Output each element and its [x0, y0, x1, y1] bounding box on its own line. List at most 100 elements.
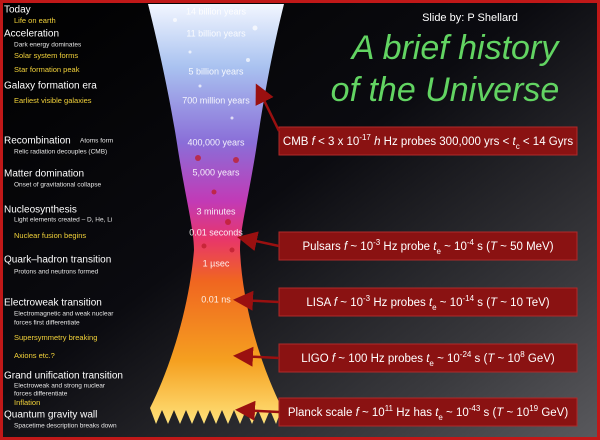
text-run: Hz probes 300,000 yrs < — [380, 136, 512, 148]
text-run: 8 — [520, 350, 525, 359]
text-run: f — [344, 241, 349, 253]
text-run: c — [516, 142, 520, 151]
text-run: -14 — [463, 294, 475, 303]
text-run: GeV) — [525, 353, 555, 365]
epoch-label: forces first differentiate — [14, 320, 80, 327]
text-run: -3 — [373, 238, 381, 247]
text-run: s ( — [480, 407, 496, 419]
text-run: t — [429, 297, 433, 309]
title-line: A brief history — [350, 29, 561, 67]
text-run: T — [496, 407, 504, 419]
text-run: h — [374, 136, 380, 148]
text-run: -17 — [359, 133, 371, 142]
epoch-label: Protons and neutrons formed — [14, 269, 99, 276]
text-run: LISA — [306, 297, 334, 309]
text-run: s ( — [474, 297, 490, 309]
text-run: t — [513, 136, 517, 148]
epoch-label: Inflation — [14, 398, 40, 407]
epoch-label: Spacetime description breaks down — [14, 423, 117, 430]
epoch-label: Life on earth — [14, 16, 56, 25]
galaxy-dots — [173, 18, 258, 120]
text-run: s ( — [474, 241, 490, 253]
title-line: of the Universe — [331, 71, 560, 109]
epoch-label: Atoms form — [80, 138, 113, 145]
text-run: t — [426, 353, 430, 365]
probe-box — [278, 397, 578, 427]
text-run: ~ 10 — [347, 241, 373, 253]
text-run: s ( — [471, 353, 487, 365]
text-run: Hz probe — [380, 241, 433, 253]
text-run: -3 — [363, 294, 371, 303]
text-run: Hz probes — [370, 297, 429, 309]
text-run: T — [490, 241, 498, 253]
text-run: GeV) — [538, 407, 568, 419]
text-run: -24 — [460, 350, 472, 359]
text-run: 19 — [529, 404, 538, 413]
epoch-label: Earliest visible galaxies — [14, 96, 92, 105]
probe-arrow — [237, 231, 280, 251]
text-run: ~ 10 TeV) — [497, 297, 550, 309]
text-run: e — [429, 359, 434, 368]
time-label: 5,000 years — [192, 167, 240, 177]
text-run: -4 — [467, 238, 475, 247]
epoch-label: Galaxy formation era — [4, 81, 97, 92]
text-run: f — [312, 136, 317, 148]
text-run: Pulsars — [302, 241, 344, 253]
universe-funnel — [148, 4, 284, 424]
text-run: T — [490, 297, 498, 309]
time-label: 11 billion years — [186, 28, 246, 38]
probe-box — [278, 126, 578, 156]
epoch-label: Supersymmetry breaking — [14, 333, 97, 342]
probe-text: Pulsars f ~ 10-3 Hz probe te ~ 10-4 s (T… — [302, 238, 553, 256]
credit: Slide by: P Shellard — [422, 12, 518, 24]
text-run: ~ 10 — [494, 353, 520, 365]
epoch-label: Acceleration — [4, 29, 59, 40]
epoch-label: Today — [4, 5, 31, 16]
epoch-label: Quantum gravity wall — [4, 410, 97, 421]
time-label: 0.01 seconds — [189, 227, 243, 237]
probe-text: CMB f < 3 x 10-17 h Hz probes 300,000 yr… — [283, 133, 573, 151]
text-run: f — [334, 297, 339, 309]
epoch-label: Light elements created – D, He, Li — [14, 217, 112, 224]
probe-box — [278, 287, 578, 317]
epoch-label: Solar system forms — [14, 51, 78, 60]
text-run: f — [332, 353, 337, 365]
text-run: CMB — [283, 136, 312, 148]
probe-arrow — [235, 400, 280, 421]
text-run: e — [432, 303, 437, 312]
text-run: ~ 10 — [337, 297, 363, 309]
probe-arrow — [233, 290, 280, 311]
text-run: e — [438, 413, 443, 422]
probe-box — [278, 343, 578, 373]
epoch-label: Electromagnetic and weak nuclear — [14, 311, 114, 318]
probe-text: LIGO f ~ 100 Hz probes te ~ 10-24 s (T ~… — [301, 350, 555, 368]
time-label: 700 million years — [182, 95, 250, 105]
text-run: e — [436, 247, 441, 256]
epoch-label: Matter domination — [4, 169, 84, 180]
text-run: ~ 10 — [434, 353, 460, 365]
text-run: ~ 10 — [503, 407, 529, 419]
probe-arrow — [255, 83, 281, 132]
text-run: LIGO — [301, 353, 332, 365]
time-label: 1 µsec — [203, 258, 230, 268]
epoch-label: Grand unification transition — [4, 371, 123, 382]
time-label: 14 billion years — [186, 6, 247, 16]
epoch-label: Electroweak and strong nuclear — [14, 383, 106, 390]
text-run: t — [435, 407, 439, 419]
epoch-label: Recombination — [4, 136, 71, 147]
probe-text: Planck scale f ~ 1011 Hz has te ~ 10-43 … — [288, 404, 569, 422]
text-run: ~ 10 — [359, 407, 385, 419]
text-run: ~ 10 — [441, 241, 467, 253]
text-run: ~ 100 Hz probes — [335, 353, 426, 365]
epoch-label: Star formation peak — [14, 65, 80, 74]
epoch-label: forces differentiate — [14, 391, 68, 398]
probe-text: LISA f ~ 10-3 Hz probes te ~ 10-14 s (T … — [306, 294, 549, 312]
epoch-label: Nucleosynthesis — [4, 205, 77, 216]
text-run: T — [487, 353, 495, 365]
epoch-label: Quark–hadron transition — [4, 255, 111, 266]
epoch-label: Axions etc.? — [14, 351, 55, 360]
text-run: < 3 x 10 — [315, 136, 359, 148]
text-run: f — [356, 407, 361, 419]
